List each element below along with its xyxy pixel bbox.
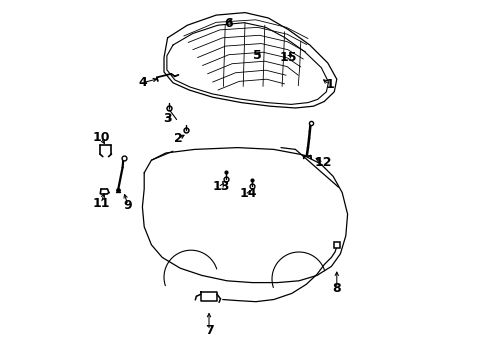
Text: 12: 12 [315,156,332,169]
Text: 3: 3 [163,112,172,125]
Text: 5: 5 [253,49,262,62]
Text: 1: 1 [325,78,334,91]
Text: 4: 4 [138,76,147,89]
Text: 15: 15 [279,51,297,64]
Text: 13: 13 [213,180,230,193]
Text: 2: 2 [174,132,183,145]
Text: 7: 7 [205,324,213,337]
Text: 6: 6 [224,17,233,30]
Text: 10: 10 [92,131,110,144]
Text: 11: 11 [92,197,110,210]
Text: 8: 8 [333,282,341,295]
Text: 14: 14 [240,187,257,200]
Text: 9: 9 [123,199,132,212]
